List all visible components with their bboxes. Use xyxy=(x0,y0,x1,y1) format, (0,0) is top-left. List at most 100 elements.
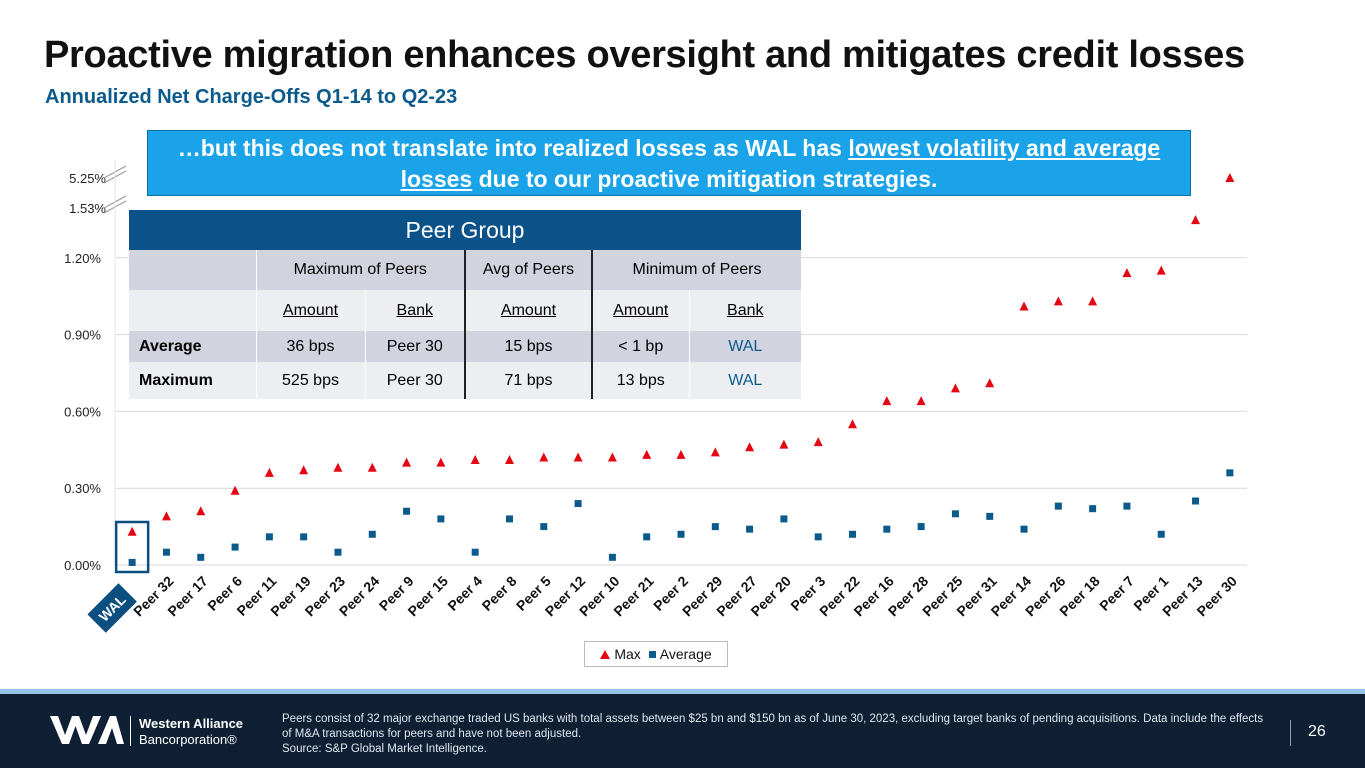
max-point xyxy=(813,437,823,447)
chart-legend: Max Average xyxy=(584,641,728,667)
page-title: Proactive migration enhances oversight a… xyxy=(44,34,1245,76)
max-point xyxy=(436,457,446,467)
average-point xyxy=(1123,502,1131,510)
max-point xyxy=(745,442,755,452)
average-point xyxy=(746,525,754,533)
max-point xyxy=(1225,173,1235,182)
sub-header: Bank xyxy=(364,290,465,331)
average-point xyxy=(643,533,651,541)
max-point xyxy=(264,467,274,477)
table-cell: 13 bps xyxy=(591,362,689,399)
max-point xyxy=(504,455,514,465)
max-point xyxy=(573,452,583,462)
page-subtitle: Annualized Net Charge-Offs Q1-14 to Q2-2… xyxy=(45,86,458,108)
x-tick-label: Peer 7 xyxy=(1096,573,1137,614)
max-point xyxy=(196,506,206,516)
average-point xyxy=(128,558,136,566)
average-point xyxy=(608,553,616,561)
average-point xyxy=(1054,502,1062,510)
scatter-chart: 0.00%0.30%0.60%0.90%1.20%1.53%5.25%WAL Pe… xyxy=(64,160,1247,633)
average-point xyxy=(1226,469,1234,477)
peer-group-table: Peer Group Maximum of Peers Avg of Peers… xyxy=(129,210,801,399)
col-group-min: Minimum of Peers xyxy=(591,250,801,290)
max-point xyxy=(367,462,377,472)
badge-background xyxy=(87,583,137,633)
table-corner-2 xyxy=(129,290,256,331)
max-point xyxy=(950,383,960,393)
table-cell: < 1 bp xyxy=(591,331,689,362)
footer-accent-band xyxy=(0,689,1365,694)
max-point xyxy=(1191,215,1201,225)
square-marker-icon xyxy=(648,650,656,658)
max-point xyxy=(676,449,686,459)
table-cell: WAL xyxy=(688,362,801,399)
legend-item-max: Max xyxy=(600,646,641,662)
average-point xyxy=(1089,505,1097,513)
y-tick-label: 0.00% xyxy=(64,558,101,573)
table-cell: 525 bps xyxy=(255,362,365,399)
average-point xyxy=(197,553,205,561)
callout-box: …but this does not translate into realiz… xyxy=(147,130,1191,196)
max-point xyxy=(882,396,892,406)
sub-header: Amount xyxy=(255,290,365,331)
y-tick-label: 0.30% xyxy=(64,481,101,496)
y-break-tick-label: 5.25% xyxy=(69,171,106,186)
average-point xyxy=(505,515,513,523)
table-row: Average 36 bps Peer 30 15 bps < 1 bp WAL xyxy=(129,331,801,362)
average-point xyxy=(403,507,411,515)
callout-text: …but this does not translate into realiz… xyxy=(177,135,849,161)
average-point xyxy=(471,548,479,556)
average-point xyxy=(1020,525,1028,533)
max-point xyxy=(916,396,926,406)
highlight-box xyxy=(114,520,150,574)
max-point xyxy=(161,511,171,521)
max-point xyxy=(470,455,480,465)
max-point xyxy=(607,452,617,462)
table-title: Peer Group xyxy=(129,210,801,250)
table-cell: Peer 30 xyxy=(364,331,465,362)
x-tick-label: Peer 4 xyxy=(444,573,485,614)
max-point xyxy=(1156,265,1166,275)
average-point xyxy=(231,543,239,551)
footer xyxy=(0,694,1365,768)
footnote: Peers consist of 32 major exchange trade… xyxy=(282,712,1272,757)
callout-text-end: due to our proactive mitigation strategi… xyxy=(472,166,938,192)
average-point xyxy=(334,548,342,556)
average-point xyxy=(849,530,857,538)
row-label: Average xyxy=(129,331,256,362)
logo-subname: Bancorporation® xyxy=(139,732,237,747)
average-point xyxy=(437,515,445,523)
col-group-avg: Avg of Peers xyxy=(464,250,592,290)
average-point xyxy=(540,523,548,531)
average-point xyxy=(300,533,308,541)
max-point xyxy=(848,419,858,429)
max-point xyxy=(1122,268,1132,278)
average-point xyxy=(780,515,788,523)
max-point xyxy=(1088,296,1098,306)
y-break-tick-label: 1.53% xyxy=(69,201,106,216)
page-divider xyxy=(1290,720,1291,746)
max-point xyxy=(779,439,789,449)
table-cell: 36 bps xyxy=(255,331,365,362)
average-point xyxy=(1192,497,1200,505)
y-tick-label: 1.20% xyxy=(64,251,101,266)
callout-emphasis: lowest volatility and average losses xyxy=(400,135,1161,192)
y-tick-label: 0.90% xyxy=(64,328,101,343)
company-logo-icon xyxy=(50,716,124,744)
table-cell: Peer 30 xyxy=(364,362,465,399)
logo-name: Western Alliance xyxy=(139,716,244,731)
max-point xyxy=(642,449,652,459)
max-point xyxy=(1019,301,1029,311)
average-point xyxy=(814,533,822,541)
max-point xyxy=(127,526,137,536)
average-point xyxy=(951,510,959,518)
legend-label: Max xyxy=(614,646,641,662)
max-point xyxy=(333,462,343,472)
average-point xyxy=(265,533,273,541)
table-row: Maximum 525 bps Peer 30 71 bps 13 bps WA… xyxy=(129,362,801,399)
average-point xyxy=(574,500,582,508)
y-tick-label: 0.60% xyxy=(64,404,101,419)
row-label: Maximum xyxy=(129,362,256,399)
legend-item-average: Average xyxy=(648,646,712,662)
max-point xyxy=(1053,296,1063,306)
